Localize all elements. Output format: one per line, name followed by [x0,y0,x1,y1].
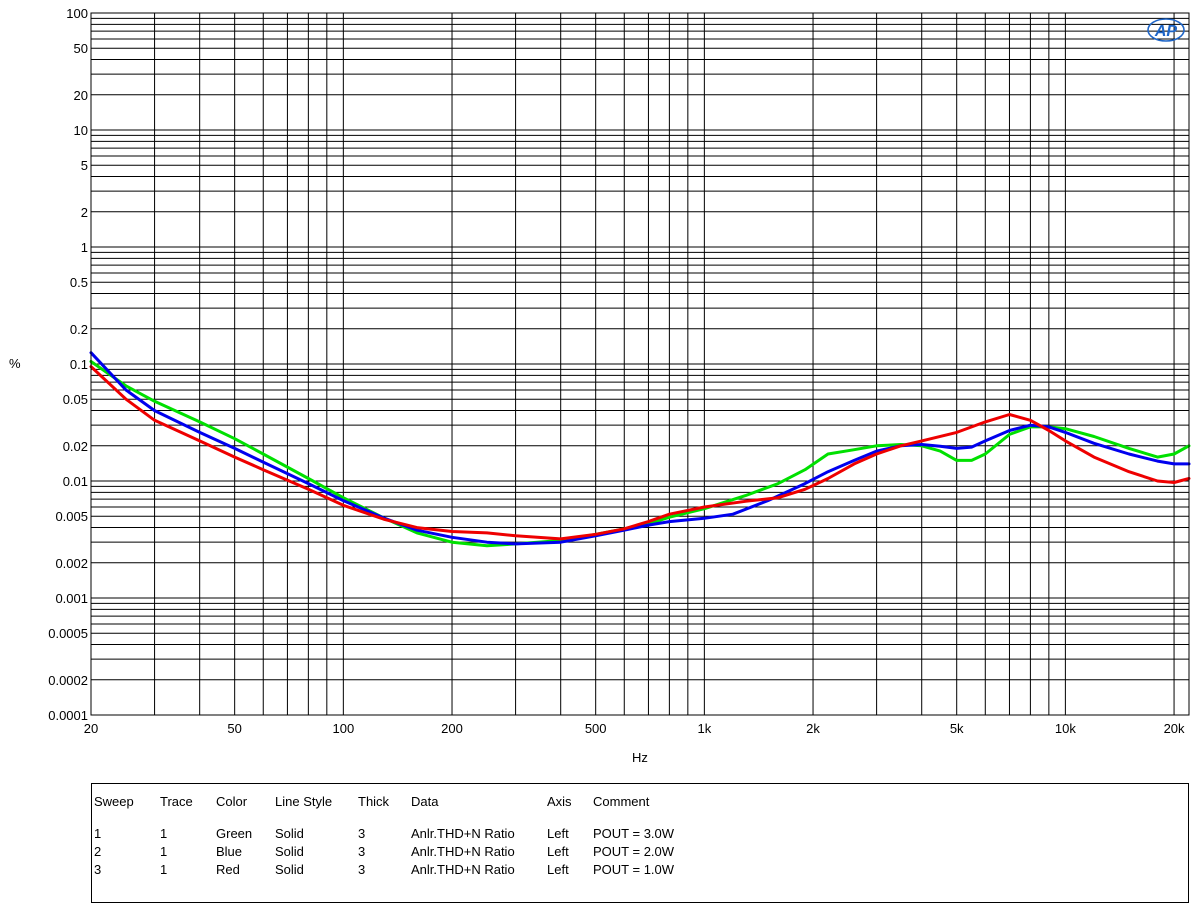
legend-cell: 2 [94,844,102,859]
legend-cell: POUT = 3.0W [593,826,675,841]
legend-header-color: Color [216,794,248,809]
x-tick-label: 50 [227,721,241,736]
plot-frame [90,12,1190,716]
y-tick-label: 2 [81,205,88,220]
legend-cell: Left [547,862,569,877]
legend-header-trace: Trace [160,794,193,809]
y-axis-label: % [9,356,21,371]
x-tick-label: 100 [332,721,354,736]
x-tick-label: 20k [1164,721,1185,736]
logo-text: AP [1154,23,1178,40]
y-tick-label: 1 [81,240,88,255]
legend-cell: Red [216,862,240,877]
legend-cell: Anlr.THD+N Ratio [411,862,515,877]
series-lines [89,351,1191,548]
y-tick-label: 0.5 [70,275,88,290]
legend-cell: 1 [94,826,102,841]
legend-cell: Green [216,826,253,841]
legend-header-line-style: Line Style [275,794,333,809]
legend-cell: 1 [160,862,168,877]
y-tick-label: 0.02 [63,439,88,454]
x-tick-label: 10k [1055,721,1076,736]
legend-row: 1 1 Green Solid 3 Anlr.THD+N Ratio Left … [92,825,793,843]
y-tick-label: 0.01 [63,474,88,489]
legend-table-box: Sweep Trace Color Line Style Thick Data … [91,783,1189,903]
legend-cell: Left [547,826,569,841]
legend-cell: Anlr.THD+N Ratio [411,844,515,859]
y-tick-label: 0.005 [55,509,88,524]
x-tick-label: 500 [585,721,607,736]
legend-table: Sweep Trace Color Line Style Thick Data … [92,784,793,879]
x-axis-label: Hz [632,750,648,765]
y-tick-label: 0.0002 [48,673,88,688]
legend-cell: Blue [216,844,243,859]
y-tick-label: 10 [74,123,88,138]
legend-cell: 1 [160,844,168,859]
legend-cell: Left [547,844,569,859]
y-tick-label: 100 [66,6,88,21]
legend-cell: Solid [275,826,304,841]
ap-logo-icon: AP [1147,18,1185,42]
legend-row: 3 1 Red Solid 3 Anlr.THD+N Ratio Left PO… [92,861,793,879]
y-tick-label: 0.002 [55,556,88,571]
legend-cell: 1 [160,826,168,841]
legend-cell: 3 [358,862,366,877]
legend-header-row: Sweep Trace Color Line Style Thick Data … [92,784,793,825]
x-tick-label: 200 [441,721,463,736]
legend-header-axis: Axis [547,794,572,809]
legend-cell: Anlr.THD+N Ratio [411,826,515,841]
y-tick-label: 0.0005 [48,626,88,641]
series-line-3 [89,365,1191,541]
y-tick-label: 0.2 [70,322,88,337]
y-tick-label: 5 [81,158,88,173]
y-tick-labels: 100 50 20 10 5 2 1 0.5 0.2 0.1 0.05 0.02 0.01 0.005 0.… [48,6,88,723]
legend-cell: Solid [275,862,304,877]
legend-header-comment: Comment [593,794,650,809]
legend-cell: 3 [358,826,366,841]
thd-chart: 100 50 20 10 5 2 1 0.5 0.2 0.1 0.05 0.02 0.01 0.005 0.… [9,6,1191,765]
series-line-1 [89,360,1191,548]
y-tick-label: 0.0001 [48,708,88,723]
y-tick-label: 20 [74,88,88,103]
grid [91,13,1189,715]
legend-cell: POUT = 1.0W [593,862,675,877]
legend-cell: 3 [94,862,102,877]
x-tick-label: 1k [697,721,711,736]
y-tick-label: 50 [74,41,88,56]
x-tick-labels: 20 50 100 200 500 1k 2k 5k 10k 20k [84,721,1185,736]
legend-cell: Solid [275,844,304,859]
x-tick-label: 2k [806,721,820,736]
legend-header-sweep: Sweep [94,794,134,809]
y-tick-label: 0.001 [55,591,88,606]
legend-cell: 3 [358,844,366,859]
x-tick-label: 5k [950,721,964,736]
legend-header-data: Data [411,794,439,809]
y-tick-label: 0.05 [63,392,88,407]
legend-cell: POUT = 2.0W [593,844,675,859]
y-tick-label: 0.1 [70,357,88,372]
legend-row: 2 1 Blue Solid 3 Anlr.THD+N Ratio Left P… [92,843,793,861]
legend-header-thick: Thick [358,794,390,809]
x-tick-label: 20 [84,721,98,736]
